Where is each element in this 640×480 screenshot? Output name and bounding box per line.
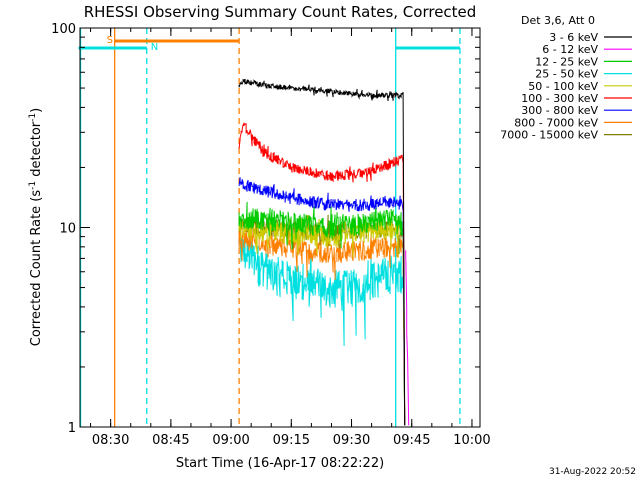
- y-tick-label: 10: [59, 222, 76, 237]
- series-line: [238, 177, 406, 426]
- flag-label: S: [107, 35, 113, 46]
- legend-entry-label: 3 - 6 keV: [549, 31, 598, 44]
- x-tick-label: 09:15: [273, 433, 310, 448]
- x-tick-label: 09:45: [393, 433, 430, 448]
- legend-entry-label: 300 - 800 keV: [521, 104, 598, 117]
- axes: 08:30 08:45 09:00 09:15 09:30 09:45 10:00 1 10 10…: [51, 22, 491, 448]
- legend-entry-label: 50 - 100 keV: [528, 80, 598, 93]
- series-line: [238, 222, 406, 426]
- x-tick-label: 09:30: [333, 433, 370, 448]
- y-tick-label: 1: [68, 421, 76, 436]
- legend-entry-label: 6 - 12 keV: [542, 43, 598, 56]
- y-axis-label-sup2: -1: [28, 113, 38, 122]
- legend-entry-label: 7000 - 15000 keV: [500, 129, 598, 142]
- y-axis-label-part3: ): [29, 108, 44, 113]
- legend-entry-label: 25 - 50 keV: [535, 68, 598, 81]
- y-axis-label-sup1: -1: [28, 181, 38, 190]
- y-axis-label-part1: Corrected Count Rate (s: [29, 190, 44, 347]
- series-line: [238, 230, 406, 426]
- flag-bar: [395, 46, 460, 50]
- series-layer: [238, 78, 410, 426]
- legend-entry-label: 12 - 25 keV: [535, 55, 598, 68]
- x-tick-label: 08:45: [152, 433, 189, 448]
- flag-bar: [78, 46, 147, 50]
- legend-entry-label: 100 - 300 keV: [521, 92, 598, 105]
- y-axis-label-part2: detector: [29, 121, 44, 181]
- chart-title: RHESSI Observing Summary Count Rates, Co…: [84, 3, 477, 21]
- y-axis-label: Corrected Count Rate (s-1 detector-1): [28, 108, 44, 346]
- x-tick-label: 08:30: [92, 433, 129, 448]
- x-tick-label: 10:00: [453, 433, 490, 448]
- footer-timestamp: 31-Aug-2022 20:52: [549, 467, 636, 477]
- flag-label: N: [151, 42, 158, 53]
- y-tick-label: 100: [51, 22, 76, 37]
- series-line: [238, 200, 406, 426]
- series-line: [238, 215, 406, 426]
- legend-entry-label: 800 - 7000 keV: [514, 116, 598, 129]
- x-tick-label: 09:00: [212, 433, 249, 448]
- legend-header: Det 3,6, Att 0: [521, 14, 595, 27]
- x-axis-label: Start Time (16-Apr-17 08:22:22): [176, 456, 384, 471]
- series-line: [238, 122, 406, 426]
- series-line: [238, 78, 406, 426]
- flag-bar: [114, 39, 240, 43]
- series-line: [405, 250, 410, 426]
